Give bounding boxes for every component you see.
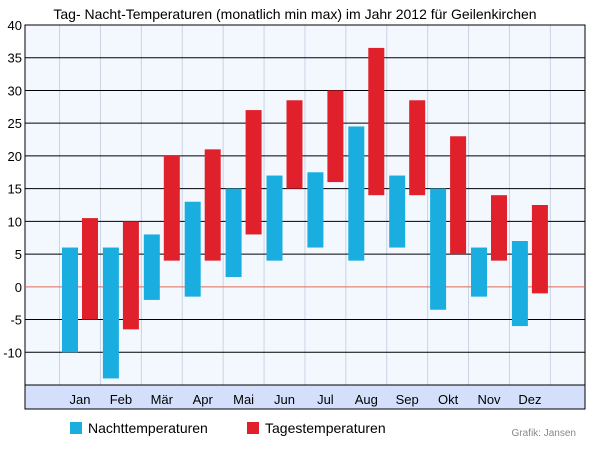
y-tick-label: 35 — [8, 51, 22, 66]
y-tick-label: 20 — [8, 149, 22, 164]
x-axis: Jan Feb Mär Apr Mai Jun Jul Aug Sep Okt Nov Dez — [24, 384, 586, 410]
legend-swatch — [70, 422, 82, 434]
night-temp-bar-dez — [511, 241, 528, 327]
x-tick-label: Okt — [438, 392, 459, 407]
night-temp-bar-mär — [143, 234, 160, 300]
y-tick-label: 10 — [8, 214, 22, 229]
chart-title: Tag- Nacht-Temperaturen (monatlich min m… — [53, 6, 536, 22]
day-temp-bar-sep — [409, 100, 426, 196]
night-temp-bar-jul — [307, 172, 324, 248]
day-temp-bar-mär — [163, 155, 180, 261]
night-temp-bar-mai — [225, 188, 242, 277]
y-tick-label: 30 — [8, 83, 22, 98]
legend-item-night: Nachttemperaturen — [70, 420, 208, 436]
night-temp-bar-aug — [348, 126, 365, 261]
x-tick-label: Feb — [110, 392, 132, 407]
y-axis: -10 -5 0 5 10 15 20 25 30 35 40 — [3, 18, 22, 360]
y-tick-label: 25 — [8, 116, 22, 131]
legend: Nachttemperaturen Tagestemperaturen — [70, 420, 386, 436]
day-temp-bar-jun — [286, 100, 303, 189]
night-temp-bar-nov — [471, 247, 487, 297]
grid-lines — [25, 24, 585, 385]
day-temp-bar-aug — [368, 47, 385, 196]
x-tick-label: Aug — [355, 392, 378, 407]
day-temp-bar-jan — [82, 218, 98, 320]
y-tick-label: -5 — [10, 313, 22, 328]
legend-item-day: Tagestemperaturen — [247, 420, 386, 436]
x-tick-label: Dez — [518, 392, 541, 407]
night-temp-bar-jun — [266, 175, 283, 261]
night-temp-bar-apr — [184, 201, 201, 297]
x-axis-band — [24, 384, 586, 410]
y-tick-label: 15 — [8, 182, 22, 197]
legend-swatch — [247, 422, 259, 434]
day-temp-bar-mai — [245, 110, 262, 235]
night-temp-bar-jan — [62, 247, 78, 353]
day-temp-bar-apr — [204, 149, 221, 261]
x-tick-label: Jul — [317, 392, 334, 407]
legend-label: Tagestemperaturen — [265, 420, 386, 436]
y-tick-label: 5 — [15, 247, 22, 262]
y-tick-label: 40 — [8, 18, 22, 33]
x-tick-label: Nov — [477, 392, 501, 407]
x-tick-label: Jan — [70, 392, 91, 407]
night-temp-bar-okt — [430, 188, 447, 310]
bars — [62, 47, 548, 379]
day-temp-bar-okt — [450, 136, 467, 255]
x-tick-label: Apr — [193, 392, 214, 407]
chart-credit: Grafik: Jansen — [512, 428, 576, 439]
day-temp-bar-dez — [531, 205, 548, 294]
night-temp-bar-feb — [102, 247, 119, 379]
day-temp-bar-feb — [122, 221, 139, 330]
day-temp-bar-nov — [491, 195, 507, 261]
x-tick-label: Mai — [233, 392, 254, 407]
x-tick-label: Jun — [274, 392, 295, 407]
night-temp-bar-sep — [389, 175, 406, 248]
x-tick-label: Mär — [151, 392, 174, 407]
legend-label: Nachttemperaturen — [88, 420, 208, 436]
y-tick-label: -10 — [3, 345, 22, 360]
y-tick-label: 0 — [15, 280, 22, 295]
x-tick-label: Sep — [396, 392, 419, 407]
day-temp-bar-jul — [327, 90, 344, 183]
